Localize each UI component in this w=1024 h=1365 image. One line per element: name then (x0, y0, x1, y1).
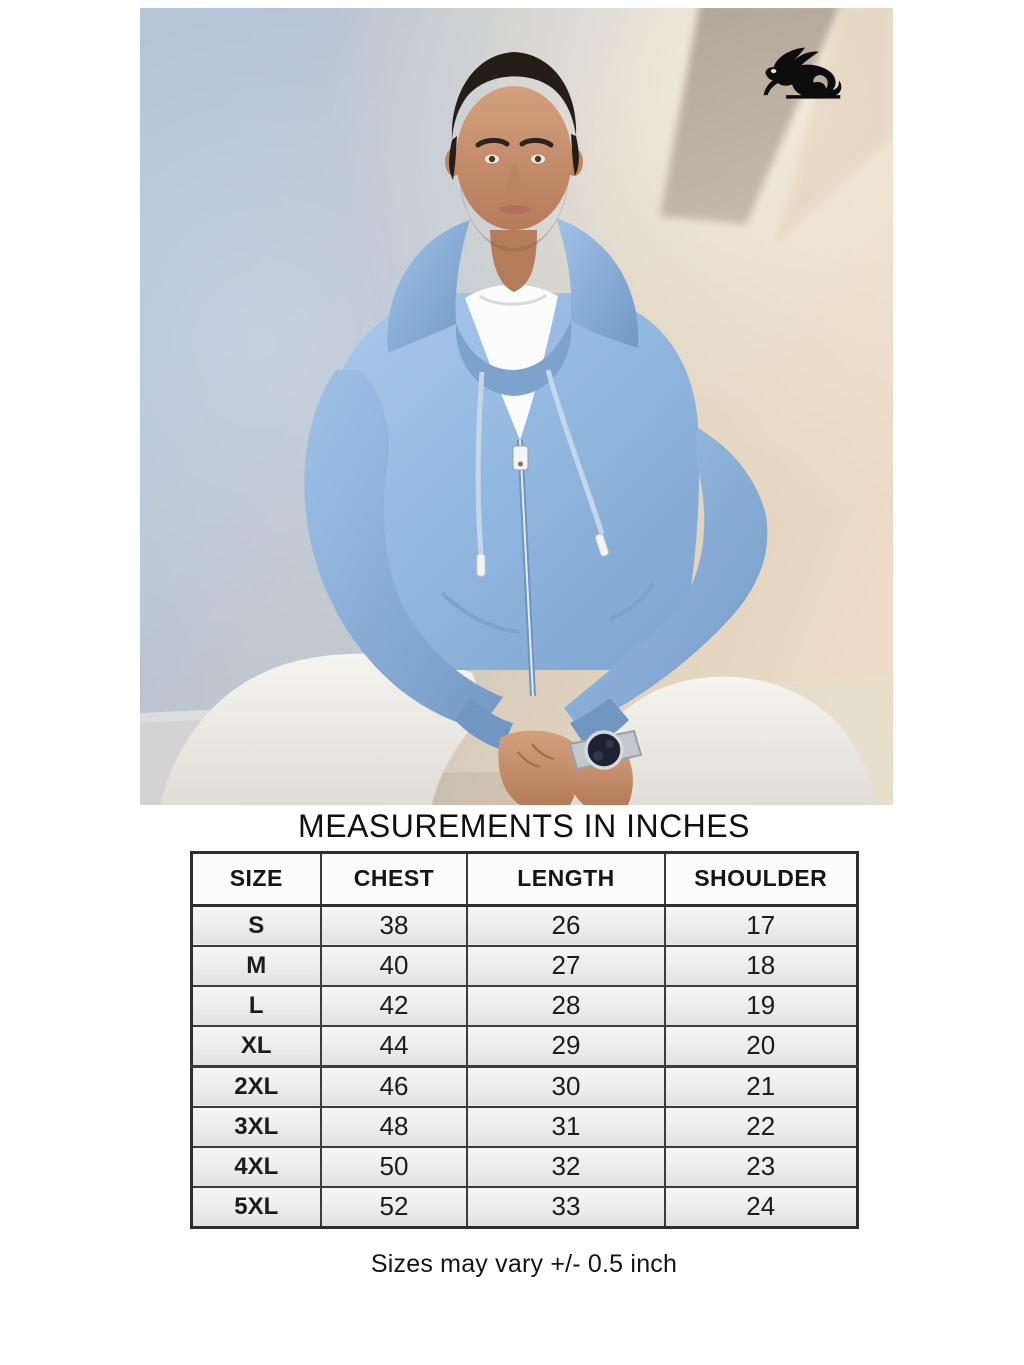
cell-shoulder: 23 (664, 1145, 858, 1188)
cell-length: 27 (466, 944, 666, 987)
drawcord-left (475, 371, 485, 555)
zipper-pull-hole (518, 461, 523, 467)
cell-size: 3XL (190, 1105, 322, 1148)
drawcord-aglet-left (476, 553, 486, 577)
cell-chest: 50 (320, 1145, 468, 1188)
size-chart-section: MEASUREMENTS IN INCHES SIZE CHEST LENGTH… (189, 808, 859, 1279)
cell-chest: 48 (320, 1105, 468, 1148)
cell-chest: 38 (320, 904, 468, 947)
product-photo (140, 8, 893, 805)
cell-shoulder: 18 (664, 944, 858, 987)
tshirt (465, 284, 558, 440)
tshirt-neckline (479, 293, 547, 306)
iris-left (488, 155, 496, 163)
table-row-s: S 38 26 17 (190, 904, 858, 947)
zipper-pull (512, 445, 529, 471)
wrist-watch (568, 729, 643, 771)
sleeve-right (564, 428, 768, 740)
column-header-chest: CHEST (320, 851, 468, 907)
cell-size: 4XL (190, 1145, 322, 1188)
cell-length: 30 (466, 1065, 666, 1108)
hood-front-fold (455, 321, 572, 396)
cell-size: L (190, 984, 322, 1027)
pocket-seam-left (440, 591, 521, 634)
model-head (445, 52, 583, 252)
drawcord-right (545, 369, 605, 535)
hoodie-torso (330, 293, 700, 670)
pocket-seam-right (609, 582, 655, 622)
column-header-shoulder: SHOULDER (664, 851, 858, 907)
cell-chest: 40 (320, 944, 468, 987)
cell-shoulder: 19 (664, 984, 858, 1027)
eyebrow-right (519, 137, 554, 148)
table-row-2xl: 2XL 46 30 21 (190, 1065, 858, 1108)
cell-shoulder: 21 (664, 1065, 858, 1108)
cell-shoulder: 22 (664, 1105, 858, 1148)
cell-length: 29 (466, 1024, 666, 1068)
product-photo-illustration (140, 8, 893, 805)
sleeve-left (304, 370, 503, 729)
zipper-teeth (519, 439, 534, 697)
hair-side-left (449, 136, 457, 180)
cell-shoulder: 24 (664, 1185, 858, 1229)
cuff-left (455, 698, 513, 750)
cell-chest: 42 (320, 984, 468, 1027)
diagonal-light-shape (776, 8, 893, 244)
header-row: SIZE CHEST LENGTH SHOULDER (190, 851, 858, 907)
finger-lines (517, 743, 555, 769)
cell-size: 2XL (190, 1065, 322, 1108)
iris-right (534, 155, 542, 163)
cell-size: 5XL (190, 1185, 322, 1229)
size-variance-note: Sizes may vary +/- 0.5 inch (370, 1249, 678, 1278)
cell-size: XL (190, 1024, 322, 1068)
model-figure (160, 52, 878, 805)
cell-size: S (190, 904, 322, 947)
eyebrow-left (475, 137, 510, 148)
cell-chest: 52 (320, 1185, 468, 1229)
lips (497, 205, 531, 215)
column-header-length: LENGTH (466, 851, 666, 907)
column-header-size: SIZE (190, 851, 322, 907)
cell-size: M (190, 944, 322, 987)
cell-chest: 44 (320, 1024, 468, 1068)
drawcord-aglet-right (595, 533, 609, 557)
size-chart-title: MEASUREMENTS IN INCHES (298, 808, 750, 844)
table-row-l: L 42 28 19 (190, 984, 858, 1027)
cell-length: 31 (466, 1105, 666, 1148)
cell-length: 32 (466, 1145, 666, 1188)
cell-shoulder: 17 (664, 904, 858, 947)
nose (506, 166, 523, 194)
table-row-5xl: 5XL 52 33 24 (190, 1185, 858, 1229)
cuff-right (570, 698, 629, 750)
pants-right-leg (568, 676, 878, 805)
size-chart-table: SIZE CHEST LENGTH SHOULDER S 38 26 17 M … (189, 850, 859, 1229)
rabbit-logo-icon (763, 47, 842, 99)
hood-right (556, 218, 639, 348)
cell-chest: 46 (320, 1065, 468, 1108)
cell-shoulder: 20 (664, 1024, 858, 1068)
cell-length: 26 (466, 904, 666, 947)
table-row-3xl: 3XL 48 31 22 (190, 1105, 858, 1148)
hair-side-right (571, 134, 579, 176)
cell-length: 33 (466, 1185, 666, 1229)
hair (451, 52, 577, 140)
neck (490, 230, 537, 292)
table-row-m: M 40 27 18 (190, 944, 858, 987)
table-row-xl: XL 44 29 20 (190, 1024, 858, 1068)
cell-length: 28 (466, 984, 666, 1027)
hood-left (387, 220, 470, 353)
table-row-4xl: 4XL 50 32 23 (190, 1145, 858, 1188)
face (456, 86, 572, 230)
